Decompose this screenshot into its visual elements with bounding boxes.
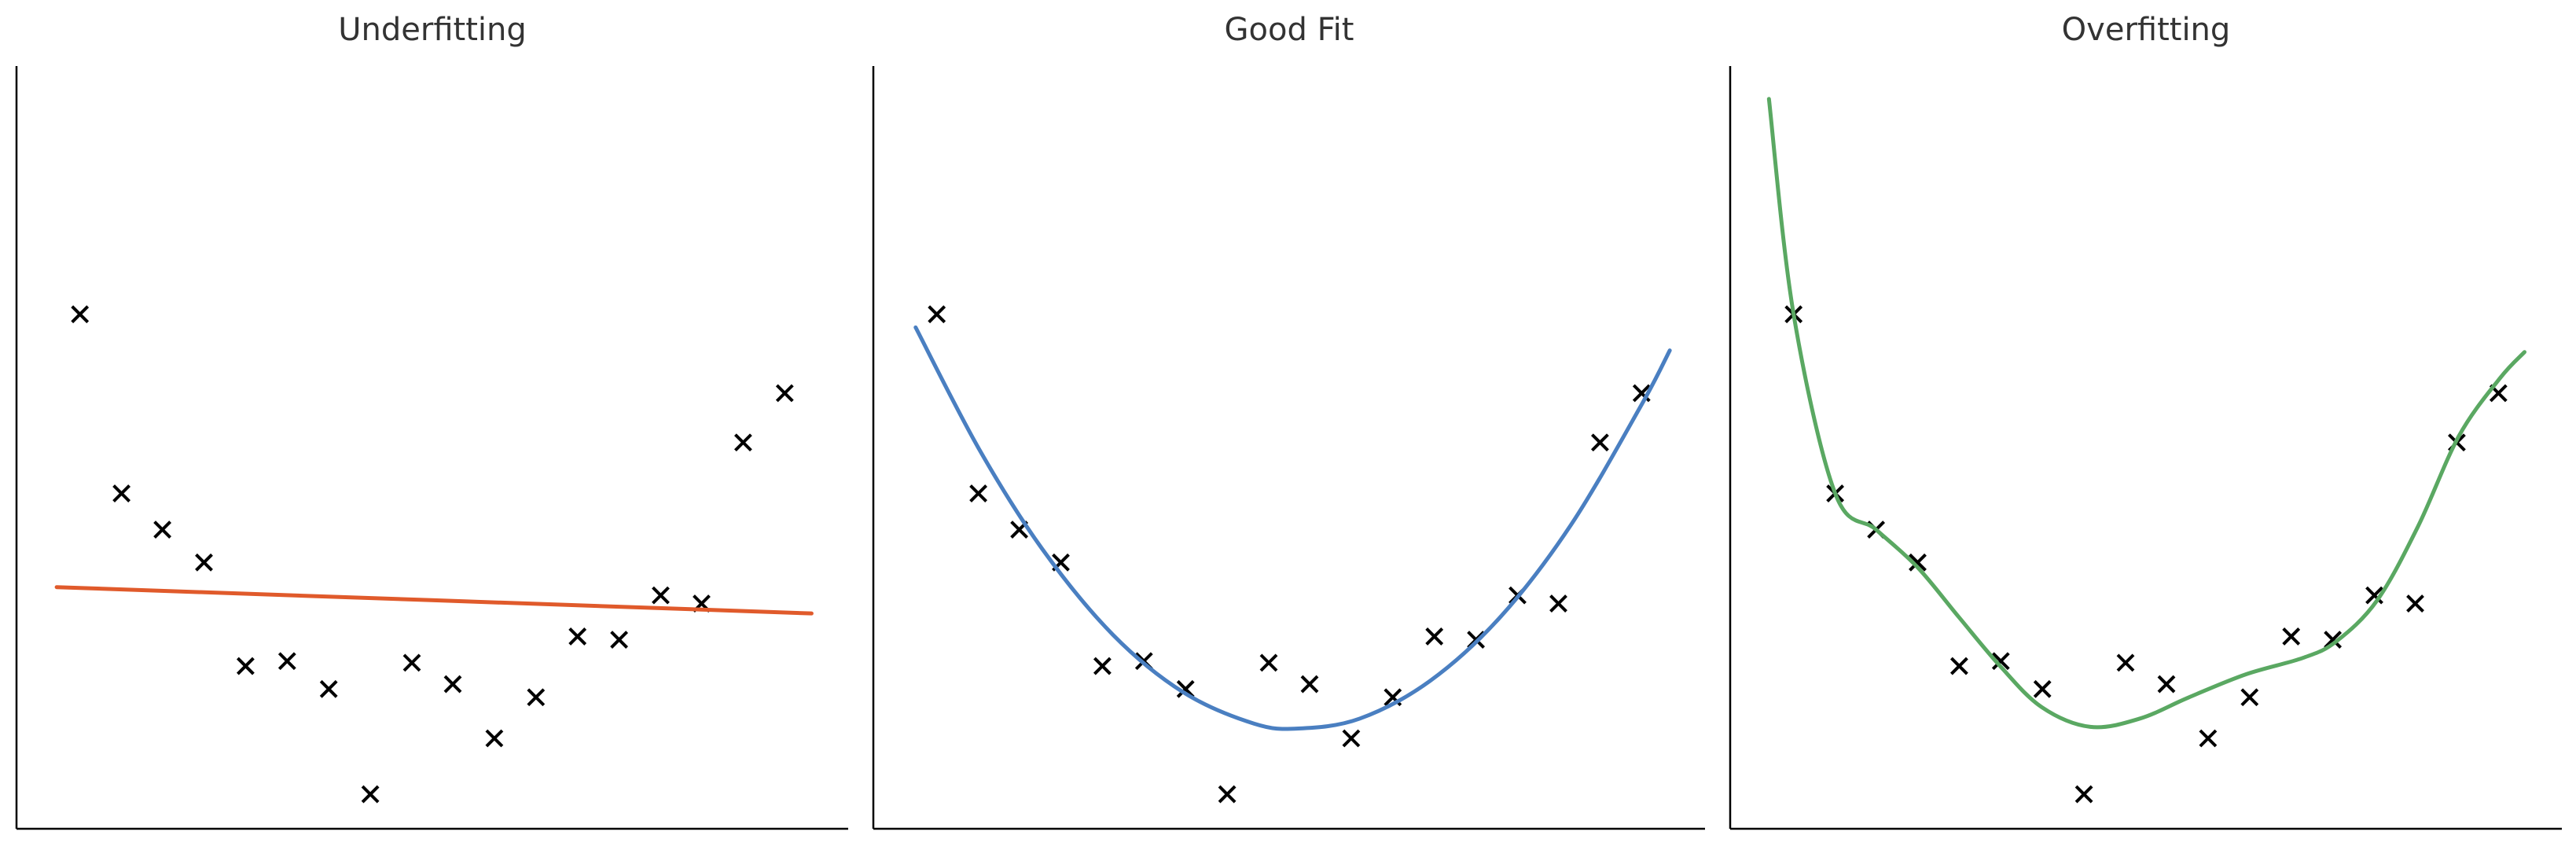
point — [2324, 631, 2343, 649]
point — [1425, 627, 1444, 646]
point — [2033, 679, 2052, 698]
point — [1259, 653, 1278, 672]
point — [1342, 729, 1361, 748]
point — [2240, 688, 2259, 707]
point — [2199, 729, 2218, 748]
point — [2282, 627, 2301, 646]
point — [195, 553, 213, 572]
point — [568, 627, 587, 646]
point — [928, 305, 946, 324]
point — [775, 384, 794, 403]
point — [610, 631, 629, 649]
point — [1549, 594, 1567, 613]
point — [2157, 675, 2176, 694]
point — [2406, 594, 2424, 613]
point — [527, 688, 546, 707]
fit-line — [1766, 97, 2526, 730]
point — [319, 679, 338, 698]
point — [71, 305, 90, 324]
chart-title: Good Fit — [1225, 12, 1354, 48]
point — [2074, 785, 2093, 804]
point — [361, 785, 380, 804]
point — [277, 652, 296, 671]
point — [1590, 433, 1609, 452]
point — [1991, 652, 2010, 671]
fit-line — [913, 325, 1672, 731]
point — [652, 586, 670, 605]
point — [969, 484, 988, 502]
point — [153, 521, 172, 539]
point — [236, 657, 255, 675]
point — [112, 484, 131, 502]
chart-title: Overfitting — [2062, 12, 2231, 48]
fit-line — [54, 585, 814, 616]
point — [1909, 553, 1927, 572]
point — [402, 653, 421, 672]
chart-title: Underfitting — [338, 12, 527, 48]
point — [2116, 653, 2135, 672]
point — [443, 675, 462, 694]
point — [485, 729, 504, 748]
point — [1949, 657, 1968, 675]
point — [1176, 679, 1195, 698]
point — [2365, 586, 2383, 605]
point — [733, 433, 752, 452]
point — [1218, 785, 1237, 804]
point — [1093, 657, 1112, 675]
point — [1300, 675, 1319, 694]
